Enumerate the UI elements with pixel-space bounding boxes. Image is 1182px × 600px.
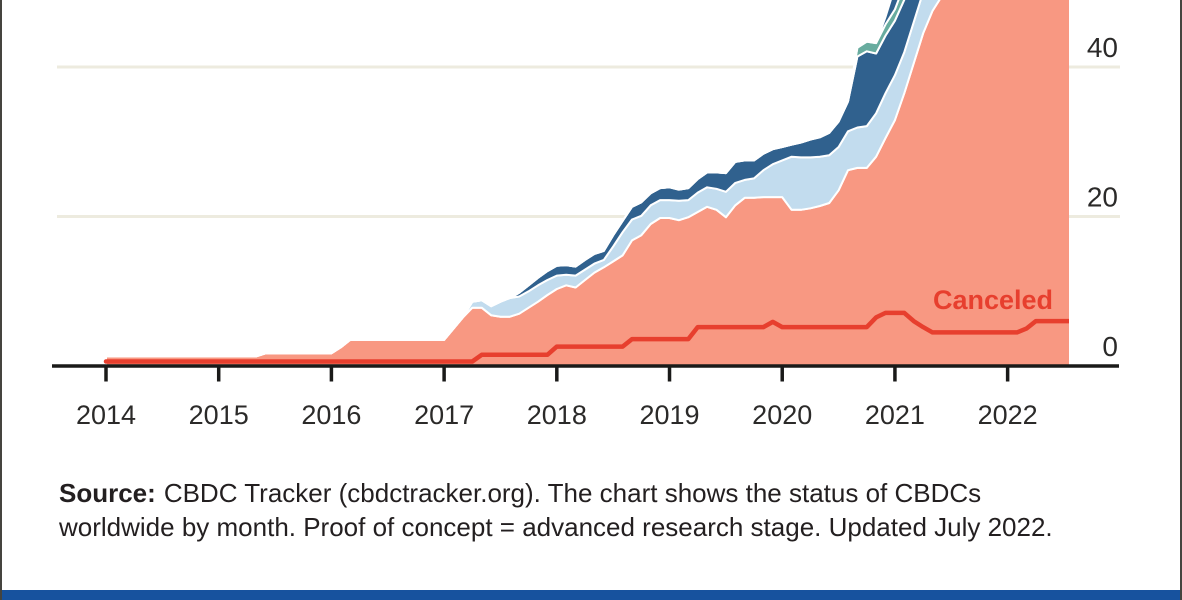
x-tick-label-2019: 2019 [639,400,699,430]
footer-accent-bar [2,590,1180,600]
canceled-line [103,310,1069,364]
x-tick-label-2016: 2016 [301,400,361,430]
source-text-1: CBDC Tracker (cbdctracker.org). The char… [163,478,982,508]
x-tick-label-2017: 2017 [414,400,474,430]
y-tick-label-0: 0 [1102,331,1118,362]
stacked-areas [105,0,1069,367]
x-tick-label-2021: 2021 [865,400,925,430]
y-tick-label-40: 40 [1087,32,1118,63]
y-tick-label-20: 20 [1087,182,1118,213]
x-tick-label-2015: 2015 [189,400,249,430]
source-line-1: Source: CBDC Tracker (cbdctracker.org). T… [59,476,1139,510]
canceled-series-label: Canceled [933,285,1054,315]
x-tick-label-2018: 2018 [527,400,587,430]
area-research [105,0,1069,367]
source-text-2: worldwide by month. Proof of concept = a… [59,512,1053,542]
x-tick-label-2022: 2022 [978,400,1038,430]
x-tick-label-2014: 2014 [76,400,136,430]
source-label: Source: [59,478,156,508]
x-tick-label-2020: 2020 [752,400,812,430]
area-other [105,0,900,358]
source-note: Source: CBDC Tracker (cbdctracker.org). T… [59,476,1139,544]
